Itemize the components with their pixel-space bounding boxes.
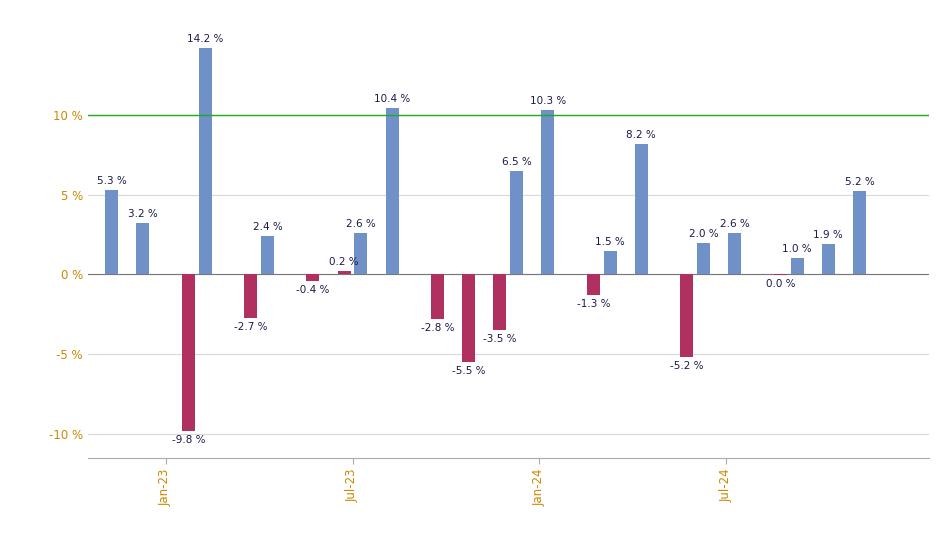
Text: 10.4 %: 10.4 % — [374, 95, 410, 104]
Bar — [587, 274, 600, 295]
Text: 5.2 %: 5.2 % — [844, 178, 874, 188]
Bar — [697, 243, 711, 274]
Text: 5.3 %: 5.3 % — [97, 176, 127, 186]
Text: 10.3 %: 10.3 % — [530, 96, 566, 106]
Text: 2.4 %: 2.4 % — [253, 222, 282, 232]
Bar — [853, 191, 866, 274]
Bar — [105, 190, 118, 274]
Text: 6.5 %: 6.5 % — [502, 157, 532, 167]
Text: -0.4 %: -0.4 % — [296, 285, 330, 295]
Text: 3.2 %: 3.2 % — [128, 210, 158, 219]
Bar — [244, 274, 258, 317]
Bar — [822, 244, 835, 274]
Text: 0.0 %: 0.0 % — [765, 279, 795, 289]
Text: -5.2 %: -5.2 % — [670, 361, 703, 371]
Text: 2.6 %: 2.6 % — [346, 219, 376, 229]
Bar — [261, 236, 274, 274]
Bar — [181, 274, 195, 431]
Bar — [136, 223, 149, 274]
Bar — [198, 48, 212, 274]
Text: -2.8 %: -2.8 % — [421, 323, 454, 333]
Text: 1.9 %: 1.9 % — [813, 230, 843, 240]
Bar — [634, 144, 648, 274]
Bar — [494, 274, 507, 331]
Bar — [385, 108, 399, 274]
Bar — [337, 271, 351, 274]
Bar — [791, 258, 804, 274]
Text: 8.2 %: 8.2 % — [626, 130, 656, 140]
Text: -5.5 %: -5.5 % — [452, 366, 485, 376]
Text: -3.5 %: -3.5 % — [483, 334, 517, 344]
Text: 2.0 %: 2.0 % — [689, 229, 718, 239]
Bar — [354, 233, 368, 274]
Bar — [681, 274, 694, 358]
Bar — [728, 233, 742, 274]
Text: 1.5 %: 1.5 % — [595, 236, 625, 246]
Bar — [462, 274, 476, 362]
Bar — [603, 250, 617, 274]
Bar — [431, 274, 444, 319]
Text: 2.6 %: 2.6 % — [720, 219, 750, 229]
Text: 0.2 %: 0.2 % — [329, 257, 359, 267]
Text: 14.2 %: 14.2 % — [187, 34, 224, 44]
Text: -9.8 %: -9.8 % — [172, 435, 205, 445]
Bar — [306, 274, 320, 281]
Text: 1.0 %: 1.0 % — [782, 245, 812, 255]
Text: -2.7 %: -2.7 % — [234, 322, 267, 332]
Text: -1.3 %: -1.3 % — [576, 299, 610, 309]
Bar — [541, 110, 555, 274]
Bar — [510, 170, 524, 274]
